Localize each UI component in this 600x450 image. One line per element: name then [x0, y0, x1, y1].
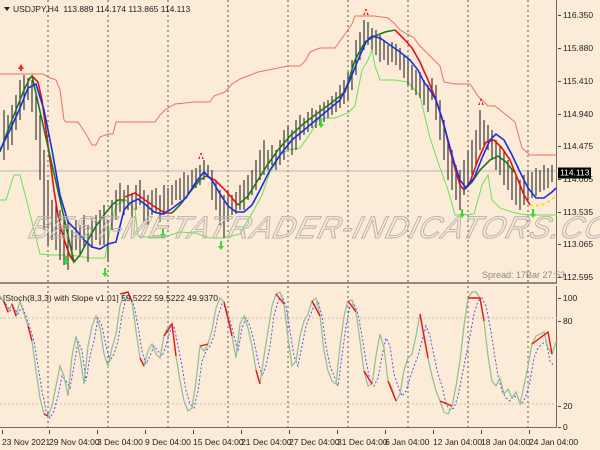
sell-arrows: [18, 9, 484, 159]
stochastic-axis: 100 80 20 0: [557, 286, 600, 432]
price-chart-canvas: [0, 0, 557, 284]
fast-ma-down-segment: [31, 75, 75, 263]
stochastic-downslope-segments: [3, 291, 553, 417]
time-tick: 12 Jan 04:00: [433, 430, 483, 447]
stochastic-pane[interactable]: [0, 286, 557, 428]
price-tick: 114.005: [557, 174, 594, 184]
fast-ma-down-segment-4: [394, 29, 531, 206]
vertical-gridlines: [47, 286, 529, 428]
stochastic-signal-line: [0, 295, 555, 420]
bar-timer-text: Bar 27:53: [526, 270, 566, 280]
time-tick: 3 Dec 04:00: [97, 430, 143, 447]
buy-arrows: [63, 119, 536, 277]
stoch-tick: 80: [557, 316, 573, 326]
price-tick: 113.065: [557, 239, 594, 249]
fast-ma-down-segment-3: [205, 175, 239, 206]
price-tick: 116.350: [557, 10, 594, 20]
fast-ma-up-segment: [0, 74, 125, 264]
price-tick: 115.410: [557, 76, 594, 86]
stochastic-canvas: [0, 286, 557, 428]
fast-ma-down-segment-2: [124, 192, 172, 214]
time-axis: 23 Nov 2021 29 Nov 04:00 3 Dec 04:00 9 D…: [0, 430, 578, 450]
time-tick: 15 Dec 04:00: [193, 430, 244, 447]
current-price-tag: 114.113: [558, 167, 592, 179]
price-axis: 116.350 115.880 115.410 114.940 114.475 …: [557, 0, 600, 284]
upper-channel-line: [0, 15, 557, 156]
fast-ma-up-segment-3: [237, 29, 396, 206]
price-tick: 114.475: [557, 141, 594, 151]
spread-text: Spread: 17: [482, 270, 527, 280]
price-tick: 115.880: [557, 43, 594, 53]
time-tick: 29 Nov 04:00: [49, 430, 100, 447]
stochastic-title: [Stoch(8,3,3) with Slope v1.01] 59.5222 …: [3, 293, 219, 303]
time-tick: 18 Jan 04:00: [481, 430, 531, 447]
time-tick: 23 Nov 2021: [2, 430, 51, 447]
main-chart-pane[interactable]: BEST-METATRADER-INDICATORS.COM USDJPY,H4…: [0, 0, 600, 284]
stochastic-main-line: [0, 291, 557, 417]
price-tick: 114.940: [557, 109, 594, 119]
stoch-tick: 100: [557, 293, 578, 303]
level-lines: [0, 317, 557, 405]
spread-info: Spread: 17Bar 27:53: [482, 270, 565, 280]
time-tick: 31 Dec 04:00: [337, 430, 388, 447]
fast-ma-flat-segment: [529, 195, 557, 207]
slow-ma-line: [0, 35, 557, 250]
stoch-tick: 0: [558, 422, 568, 432]
price-tick: 112.595: [557, 272, 594, 282]
time-tick: 6 Jan 04:00: [385, 430, 430, 447]
time-tick: 21 Dec 04:00: [241, 430, 292, 447]
stoch-tick: 20: [557, 401, 573, 411]
watermark: BEST-METATRADER-INDICATORS.COM: [25, 210, 600, 246]
price-tick: 113.535: [557, 207, 594, 217]
dropdown-triangle-icon[interactable]: [4, 7, 10, 11]
time-tick: 27 Dec 04:00: [289, 430, 340, 447]
chart-title: USDJPY,H4 113.889 114.174 113.865 114.11…: [4, 4, 190, 14]
symbol-label: USDJPY,H4: [13, 4, 59, 14]
time-tick: 9 Dec 04:00: [145, 430, 191, 447]
ohlc-values: 113.889 114.174 113.865 114.113: [63, 4, 191, 14]
time-tick: 24 Jan 04:00: [529, 430, 579, 447]
fast-ma-up-segment-4: [463, 155, 515, 191]
